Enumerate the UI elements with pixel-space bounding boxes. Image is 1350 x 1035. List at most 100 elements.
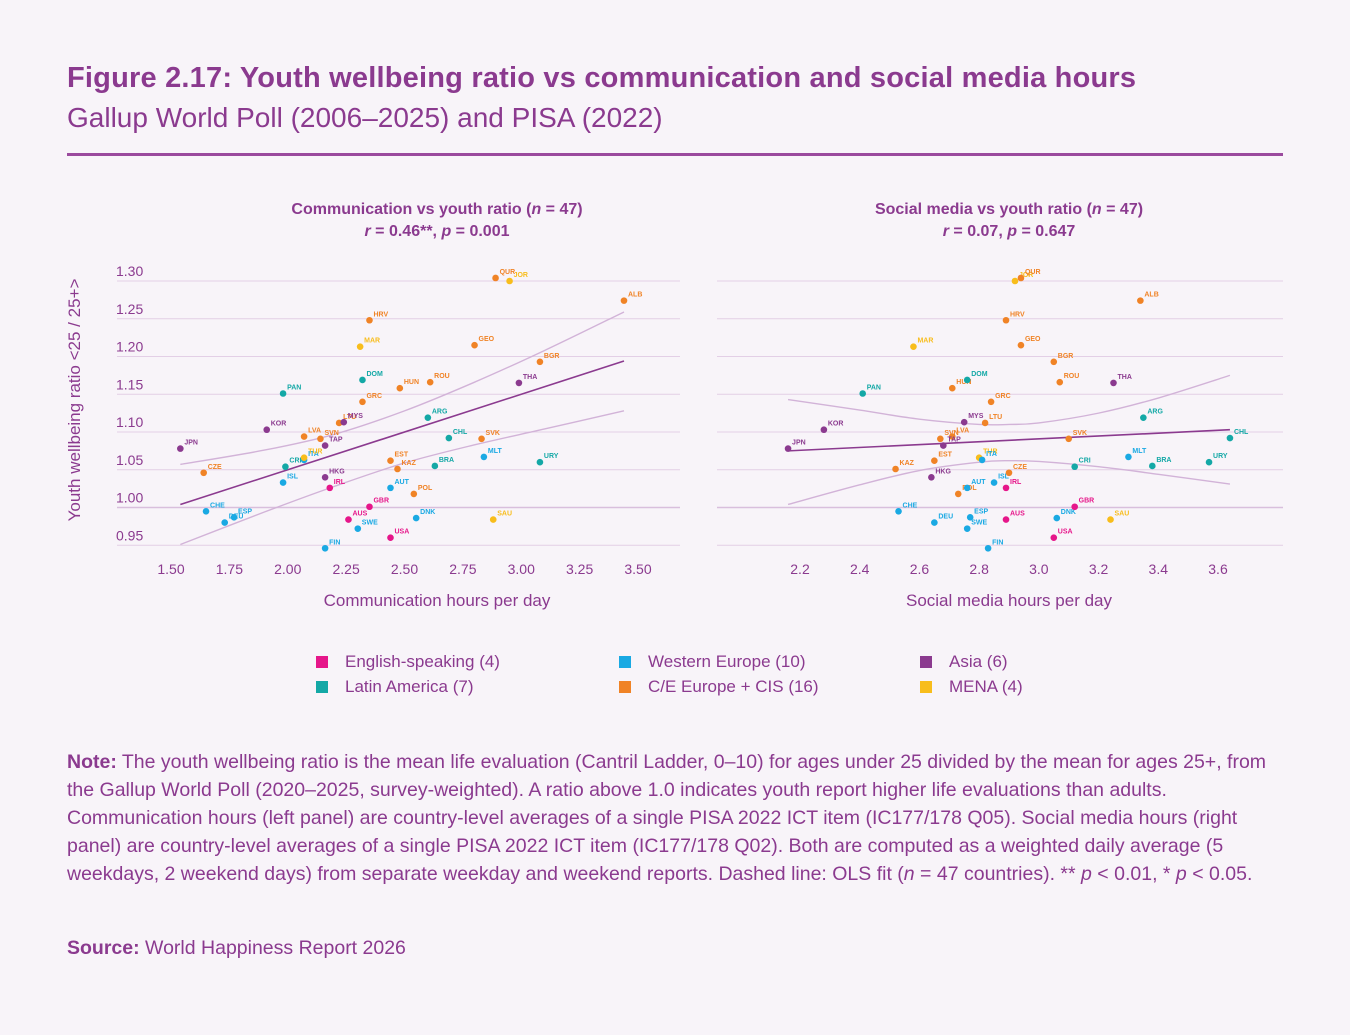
point-label: CRI (1079, 458, 1091, 465)
figure-subtitle: Gallup World Poll (2006–2025) and PISA (… (67, 102, 663, 133)
point-label: GRC (995, 393, 1011, 400)
point-label: GBR (373, 498, 389, 505)
data-point-grc (359, 398, 366, 406)
data-point-geo (471, 341, 478, 349)
point-label: HRV (1010, 311, 1025, 318)
point-label: DNK (420, 509, 435, 516)
point-label: JOR (1019, 272, 1033, 279)
source-label: Source: (67, 937, 140, 959)
legend-label: English-speaking (4) (345, 652, 500, 671)
point-label: HRV (373, 311, 388, 318)
data-point-cze (200, 469, 207, 477)
point-label: TAP (329, 437, 343, 444)
data-point-gbr (1071, 503, 1078, 511)
data-point-aus (1002, 516, 1010, 523)
data-point-dnk (1053, 514, 1061, 522)
point-label: KAZ (900, 460, 915, 467)
point-label: ARG (432, 409, 448, 416)
data-point-aut (963, 484, 971, 492)
x-tick-label: 2.75 (449, 561, 476, 577)
data-point-tha (1110, 379, 1117, 387)
point-label: ARG (1147, 409, 1163, 416)
data-point-deu (931, 519, 938, 526)
figure-source: Source: World Happiness Report 2026 (67, 937, 406, 960)
legend-swatch (619, 681, 631, 693)
point-label: LTU (343, 414, 356, 421)
legend-swatch (619, 656, 631, 668)
point-label: MYS (348, 413, 364, 420)
point-label: AUS (352, 511, 367, 518)
data-point-tha (515, 379, 523, 387)
point-label: EST (938, 452, 952, 459)
point-label: SWE (971, 520, 987, 527)
legend-item: Western Europe (10) (619, 652, 805, 672)
point-label: BGR (1058, 353, 1074, 360)
data-point-dom (963, 376, 971, 384)
point-label: ROU (1064, 373, 1080, 380)
point-label: ESP (238, 508, 252, 515)
note-text: = 47 countries). ** (914, 863, 1082, 885)
panel-communication: Communication vs youth ratio (n = 47) r … (65, 201, 680, 610)
data-point-svn (937, 435, 944, 443)
x-tick-label: 3.25 (566, 561, 593, 577)
data-point-kor (263, 426, 271, 434)
point-label: LVA (308, 428, 321, 435)
point-label: ROU (434, 373, 450, 380)
point-label: SAU (497, 511, 512, 518)
data-point-esp (230, 514, 238, 521)
data-point-deu (221, 519, 229, 526)
point-label: DOM (971, 371, 988, 378)
y-axis-label: Youth wellbeing ratio <25 / 25+> (65, 279, 84, 522)
figure-note: Note: The youth wellbeing ratio is the m… (67, 748, 1287, 888)
legend-label: Latin America (7) (345, 677, 474, 696)
data-point-bgr (536, 358, 544, 366)
legend-label: Western Europe (10) (648, 652, 806, 671)
y-tick-label: 1.20 (116, 339, 143, 355)
data-point-isl (279, 479, 287, 486)
data-point-grc (987, 398, 995, 406)
point-label: BGR (544, 353, 560, 360)
data-point-est (387, 457, 394, 464)
ci-lower-line (787, 459, 1231, 506)
x-tick-label: 2.50 (391, 561, 418, 577)
data-point-mys (960, 418, 968, 426)
point-label: KAZ (401, 460, 416, 467)
point-label: POL (418, 485, 433, 492)
data-point-est (931, 457, 938, 464)
point-label: JPN (792, 440, 806, 447)
legend-label: MENA (4) (949, 677, 1023, 696)
legend-item: English-speaking (4) (316, 652, 500, 672)
x-axis-label: Social media hours per day (906, 591, 1113, 610)
ols-fit-line (180, 360, 625, 506)
data-point-cri (1071, 463, 1078, 471)
panel-title: Social media vs youth ratio (n = 47) (875, 201, 1143, 218)
point-label: TUR (308, 449, 322, 456)
data-point-tap (940, 442, 947, 449)
data-point-hun (948, 384, 956, 392)
point-label: SWE (362, 520, 378, 527)
legend-label: C/E Europe + CIS (16) (648, 677, 819, 696)
data-point-bra (431, 462, 439, 470)
point-label: FIN (329, 539, 340, 546)
data-point-mar (910, 343, 917, 350)
point-label: ISL (287, 474, 299, 481)
data-point-rou (426, 378, 434, 386)
data-point-jpn (177, 445, 184, 452)
point-label: EST (394, 452, 408, 459)
data-point-jpn (784, 445, 792, 452)
note-text: The youth wellbeing ratio is the mean li… (67, 751, 1267, 885)
data-point-ltu (981, 419, 989, 427)
data-point-lva (948, 433, 956, 440)
point-label: GEO (1025, 336, 1041, 343)
point-label: DEU (938, 514, 953, 521)
data-point-cze (1005, 469, 1013, 477)
data-point-mlt (480, 453, 488, 461)
data-point-ury (536, 458, 544, 466)
legend-swatch (920, 656, 932, 668)
point-label: SVK (486, 430, 500, 437)
point-label: DOM (366, 371, 383, 378)
point-label: DNK (1061, 509, 1076, 516)
point-label: LVA (956, 428, 969, 435)
point-label: ALB (1144, 292, 1158, 299)
data-point-hrv (1002, 316, 1010, 324)
